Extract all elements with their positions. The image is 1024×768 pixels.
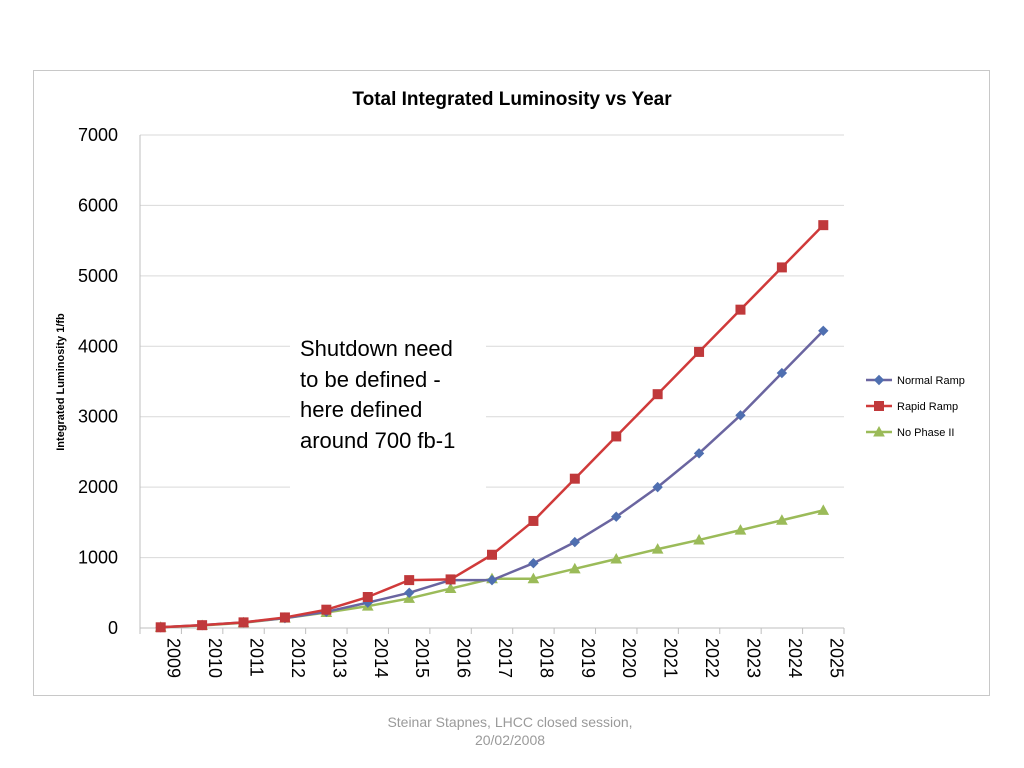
point-no-phase-ii-2020	[610, 552, 623, 564]
x-tick-label-2016: 2016	[454, 638, 474, 678]
y-axis-label: Integrated Luminosity 1/fb	[55, 313, 67, 451]
point-rapid-ramp-2017	[487, 549, 497, 560]
x-tick-label-2024: 2024	[785, 638, 805, 678]
legend-item-rapid-ramp: Rapid Ramp	[866, 401, 958, 413]
x-tick-label-2014: 2014	[371, 638, 391, 678]
point-rapid-ramp-2023	[735, 304, 746, 315]
series-layer	[154, 220, 830, 633]
point-no-phase-ii-2022	[693, 533, 705, 545]
shutdown-annotation: Shutdown need to be defined - here defin…	[290, 330, 486, 488]
y-tick-label-2000: 2000	[78, 477, 118, 497]
legend-item-no-phase-ii: No Phase II	[866, 425, 954, 439]
legend-marker-normal-ramp	[873, 374, 885, 386]
x-tick-label-2013: 2013	[329, 638, 349, 678]
point-normal-ramp-2023	[735, 410, 746, 421]
x-tick-label-2023: 2023	[743, 638, 763, 678]
point-rapid-ramp-2024	[776, 262, 787, 273]
legend-label-rapid-ramp: Rapid Ramp	[897, 401, 958, 413]
point-normal-ramp-2015	[403, 587, 415, 598]
series-line-rapid-ramp	[160, 224, 825, 629]
chart-title: Total Integrated Luminosity vs Year	[352, 89, 672, 110]
point-rapid-ramp-2016	[445, 574, 456, 585]
point-normal-ramp-2025	[818, 325, 829, 336]
point-rapid-ramp-2012	[279, 612, 290, 623]
point-normal-ramp-2024	[776, 367, 788, 379]
x-tick-label-2017: 2017	[495, 638, 515, 678]
point-no-phase-ii-2019	[568, 562, 581, 574]
x-tick-label-2021: 2021	[661, 638, 681, 678]
x-tick-label-2015: 2015	[412, 638, 432, 678]
point-no-phase-ii-2016	[444, 582, 457, 594]
axes: 0 1000 2000 3000 4000 5000 6000 7000 2009 2010 201…	[78, 125, 846, 678]
point-rapid-ramp-2011	[238, 617, 249, 628]
legend: Normal Ramp Rapid Ramp No Phase II	[866, 374, 965, 439]
point-rapid-ramp-2022	[694, 346, 705, 357]
y-tick-label-6000: 6000	[78, 195, 118, 215]
point-rapid-ramp-2019	[569, 473, 580, 484]
point-normal-ramp-2018	[528, 557, 539, 569]
footer-line-1: Steinar Stapnes, LHCC closed session,	[387, 714, 633, 730]
point-rapid-ramp-2021	[652, 389, 663, 400]
gridlines	[140, 134, 844, 559]
point-no-phase-ii-2021	[651, 543, 664, 554]
point-rapid-ramp-2014	[362, 592, 373, 603]
footer-line-2: 20/02/2008	[474, 732, 546, 748]
point-normal-ramp-2022	[693, 448, 705, 459]
legend-item-normal-ramp: Normal Ramp	[866, 374, 965, 387]
point-rapid-ramp-2010	[197, 620, 208, 631]
y-tick-label-3000: 3000	[78, 407, 118, 427]
point-normal-ramp-2017	[486, 574, 498, 586]
y-tick-label-1000: 1000	[78, 548, 118, 568]
point-normal-ramp-2021	[652, 481, 663, 493]
point-rapid-ramp-2025	[818, 220, 829, 231]
point-rapid-ramp-2009	[155, 622, 166, 633]
x-tick-label-2020: 2020	[619, 638, 639, 678]
x-tick-label-2022: 2022	[702, 638, 722, 678]
x-tick-label-2010: 2010	[205, 638, 225, 678]
legend-marker-no-phase-ii	[873, 425, 885, 437]
footer: Steinar Stapnes, LHCC closed session, 20…	[340, 713, 680, 749]
x-tick-label-2009: 2009	[164, 638, 184, 678]
point-rapid-ramp-2013	[321, 604, 332, 615]
point-no-phase-ii-2025	[817, 504, 830, 515]
y-tick-label-7000: 7000	[78, 125, 118, 145]
point-no-phase-ii-2024	[776, 514, 788, 525]
point-rapid-ramp-2020	[611, 431, 622, 442]
series-normal-ramp	[155, 325, 829, 633]
chart-frame	[33, 70, 990, 696]
legend-label-no-phase-ii: No Phase II	[897, 427, 954, 439]
point-rapid-ramp-2015	[404, 575, 415, 586]
y-tick-label-5000: 5000	[78, 266, 118, 286]
point-normal-ramp-2019	[569, 536, 581, 548]
x-tick-label-2012: 2012	[288, 638, 308, 678]
legend-label-normal-ramp: Normal Ramp	[897, 375, 965, 387]
x-tick-label-2019: 2019	[578, 638, 598, 678]
y-tick-label-0: 0	[108, 618, 118, 638]
point-no-phase-ii-2023	[734, 524, 747, 535]
point-normal-ramp-2020	[611, 511, 622, 522]
x-tick-label-2018: 2018	[536, 638, 556, 678]
series-rapid-ramp	[155, 220, 829, 633]
point-no-phase-ii-2018	[527, 572, 540, 584]
x-tick-label-2011: 2011	[247, 638, 267, 677]
y-tick-label-4000: 4000	[78, 336, 118, 356]
legend-marker-rapid-ramp	[874, 401, 884, 411]
series-line-no-phase-ii	[160, 509, 824, 629]
point-rapid-ramp-2018	[528, 515, 539, 526]
series-no-phase-ii	[154, 504, 830, 632]
x-tick-label-2025: 2025	[826, 638, 846, 678]
